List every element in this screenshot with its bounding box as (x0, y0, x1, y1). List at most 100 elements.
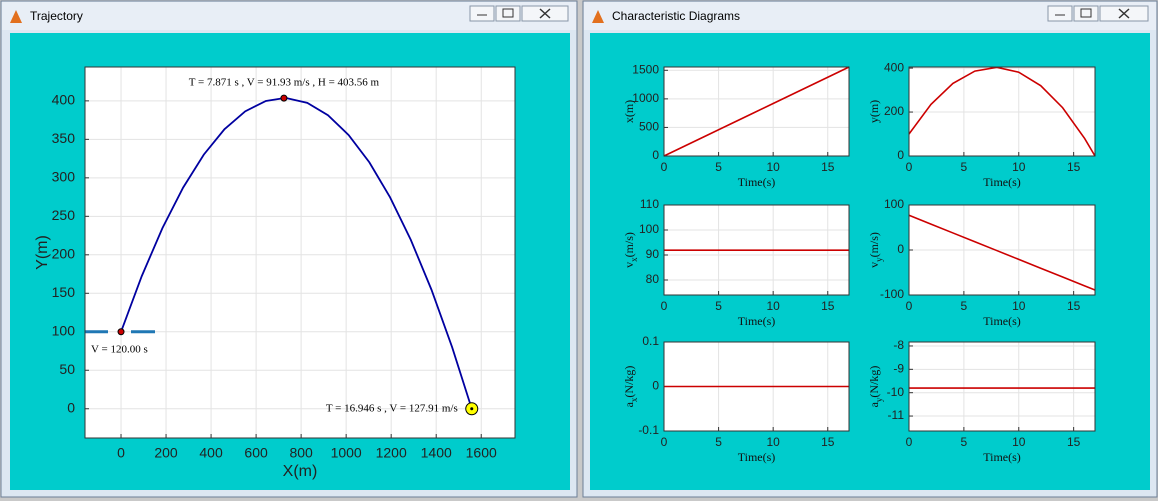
x-tick-label: 800 (289, 445, 313, 461)
data-line (663, 66, 850, 157)
x-tick-label: 1400 (421, 445, 452, 461)
y-axis-label-part: x (629, 397, 639, 402)
annotation: T = 16.946 s , V = 127.91 m/s (326, 402, 458, 414)
x-axis-label: X(m) (283, 463, 318, 480)
x-tick-label: 0 (661, 299, 668, 313)
y-axis-label-part: (m) (622, 100, 636, 117)
y-tick-label: 300 (52, 169, 76, 185)
y-axis-label: ax(N/kg) (622, 366, 639, 408)
y-tick-label: -11 (888, 408, 905, 422)
y-tick-label: 0 (67, 399, 75, 415)
y-axis-label-part: y (874, 397, 884, 402)
x-tick-label: 10 (766, 299, 780, 313)
minimize-button[interactable] (1047, 5, 1073, 22)
axes: 0 5 10 15 -8 -9 -10 -11 Time(s) ay(N/kg) (867, 338, 1096, 464)
x-tick-label: 1000 (331, 445, 362, 461)
x-tick-label: 1200 (376, 445, 407, 461)
x-axis-label: Time(s) (983, 450, 1021, 464)
x-tick-label: 10 (1012, 435, 1026, 449)
window-title: Characteristic Diagrams (612, 9, 740, 23)
x-tick-label: 10 (1012, 299, 1026, 313)
y-axis-label-part: v (867, 262, 881, 268)
axes: 0 5 10 15 0 200 400 Time(s) y(m) (867, 60, 1096, 189)
annotation: V = 120.00 s (91, 343, 148, 355)
maximize-glyph (1080, 8, 1092, 18)
y-axis-label: x(m) (622, 100, 636, 123)
x-tick-label: 600 (244, 445, 268, 461)
y-tick-label: -9 (893, 362, 904, 376)
y-tick-label: -8 (893, 338, 904, 352)
y-axis-label-part: (m/s) (622, 232, 636, 257)
maximize-glyph (502, 8, 514, 18)
data-line (908, 214, 1096, 291)
y-axis-label-part: x (622, 117, 636, 123)
y-axis-label-part: (m/s) (867, 232, 881, 257)
axes-box (908, 66, 1096, 157)
app-icon (10, 10, 22, 23)
y-axis-label: y(m) (867, 100, 881, 123)
x-tick-label: 15 (1067, 435, 1081, 449)
y-axis-label: Y(m) (34, 235, 51, 270)
plot-area (909, 342, 1095, 431)
y-tick-label: 0 (897, 242, 904, 256)
axes-box (908, 204, 1096, 296)
x-tick-label: 10 (766, 435, 780, 449)
data-line (908, 66, 1096, 157)
y-tick-label: 400 (884, 60, 904, 74)
y-tick-label: 350 (52, 130, 76, 146)
y-tick-label: 0 (897, 148, 904, 162)
y-tick-label: -0.1 (638, 423, 659, 437)
y-tick-label: 1500 (632, 62, 659, 76)
x-tick-label: 15 (821, 435, 835, 449)
y-axis-label: vx(m/s) (622, 232, 639, 268)
x-axis-label: Time(s) (738, 175, 776, 189)
x-tick-label: 1600 (466, 445, 497, 461)
maximize-button[interactable] (1073, 5, 1099, 22)
y-tick-label: 0.1 (642, 334, 659, 348)
x-axis-label: Time(s) (738, 450, 776, 464)
y-axis-label-part: (N/kg) (622, 366, 636, 398)
y-tick-label: 150 (52, 284, 76, 300)
x-axis-label: Time(s) (738, 314, 776, 328)
x-tick-label: 0 (661, 435, 668, 449)
x-tick-label: 0 (906, 435, 913, 449)
axes: 0 5 10 15 80 90 100 110 Time(s) vx(m/s) (622, 197, 850, 328)
y-tick-label: 0 (652, 148, 659, 162)
maximize-button[interactable] (495, 5, 521, 22)
axes-box (84, 66, 516, 439)
point-center (470, 407, 474, 411)
plot-area (85, 67, 515, 438)
minimize-button[interactable] (469, 5, 495, 22)
axes-box (663, 341, 850, 432)
y-axis-label-part: a (622, 401, 636, 407)
y-axis-label: ay(N/kg) (867, 366, 884, 408)
close-glyph (539, 8, 551, 19)
y-tick-label: -100 (880, 287, 904, 301)
x-tick-label: 0 (906, 160, 913, 174)
y-axis-label-part: (m) (867, 100, 881, 117)
y-tick-label: 100 (52, 322, 76, 338)
window-title: Trajectory (30, 9, 83, 23)
close-glyph (1118, 8, 1130, 19)
y-tick-label: 200 (52, 246, 76, 262)
y-axis-label-part: y (867, 117, 881, 123)
x-tick-label: 200 (154, 445, 178, 461)
x-tick-label: 5 (715, 160, 722, 174)
y-tick-label: 500 (639, 120, 659, 134)
y-tick-label: 100 (639, 222, 659, 236)
y-axis-label: vy(m/s) (867, 232, 884, 268)
annotation: T = 7.871 s , V = 91.93 m/s , H = 403.56… (189, 77, 380, 89)
axes: 0 5 10 15 0 500 1000 1500 Time(s) x(m) (622, 62, 850, 189)
y-tick-label: 400 (52, 92, 76, 108)
y-axis-label-part: y (874, 257, 884, 262)
y-tick-label: 80 (646, 272, 660, 286)
plot-area (909, 67, 1095, 156)
x-tick-label: 0 (661, 160, 668, 174)
x-tick-label: 0 (906, 299, 913, 313)
y-tick-label: -10 (887, 385, 905, 399)
axes-box (663, 66, 850, 157)
x-tick-label: 15 (821, 160, 835, 174)
